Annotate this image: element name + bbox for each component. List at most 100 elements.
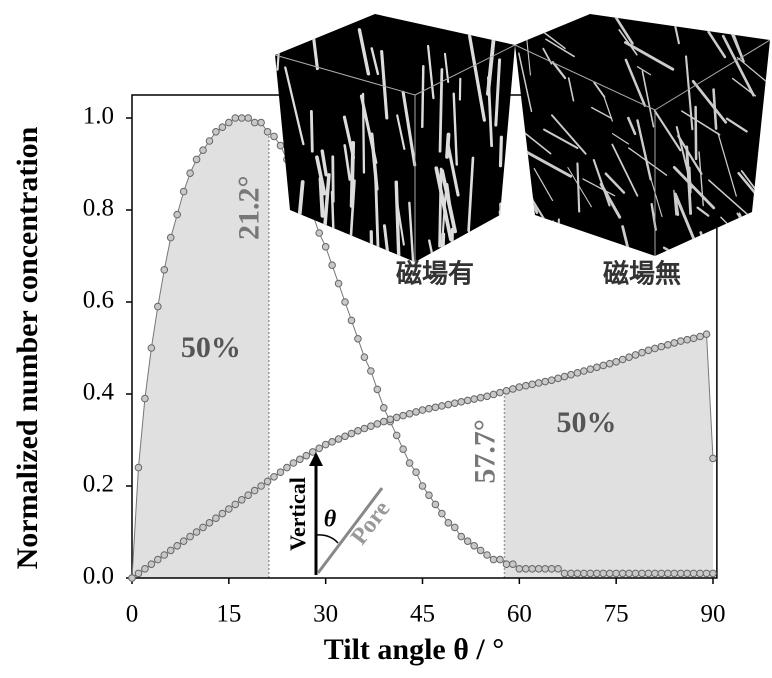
streak bbox=[714, 248, 727, 259]
data-point bbox=[529, 566, 536, 573]
data-point bbox=[574, 370, 581, 377]
data-point bbox=[497, 389, 504, 396]
streak bbox=[501, 212, 503, 241]
data-point bbox=[652, 345, 659, 352]
data-point bbox=[555, 566, 562, 573]
data-point bbox=[619, 570, 626, 577]
data-point bbox=[600, 570, 607, 577]
data-point bbox=[426, 492, 433, 499]
data-point bbox=[200, 524, 207, 531]
data-point bbox=[671, 570, 678, 577]
data-point bbox=[303, 452, 310, 459]
y-tick-label: 0.0 bbox=[83, 563, 114, 590]
data-point bbox=[477, 547, 484, 554]
data-point bbox=[632, 352, 639, 359]
data-point bbox=[471, 543, 478, 550]
data-point bbox=[161, 552, 168, 559]
data-point bbox=[251, 119, 258, 126]
data-point bbox=[561, 373, 568, 380]
streak bbox=[577, 230, 596, 293]
y-tick-label: 0.4 bbox=[83, 379, 115, 406]
data-point bbox=[167, 547, 174, 554]
data-point bbox=[335, 436, 342, 443]
data-point bbox=[348, 317, 355, 324]
streak bbox=[761, 249, 772, 258]
data-point bbox=[393, 414, 400, 421]
data-point bbox=[458, 533, 465, 540]
data-point bbox=[445, 520, 452, 527]
data-point bbox=[503, 387, 510, 394]
data-point bbox=[471, 396, 478, 403]
data-point bbox=[193, 156, 200, 163]
data-point bbox=[613, 570, 620, 577]
x-tick-label: 0 bbox=[126, 601, 139, 628]
data-point bbox=[439, 510, 446, 517]
data-point bbox=[690, 335, 697, 342]
data-point bbox=[174, 211, 181, 218]
data-point bbox=[232, 501, 239, 508]
streak bbox=[697, 255, 715, 317]
data-point bbox=[277, 469, 284, 476]
annotation: θ bbox=[324, 507, 337, 533]
data-point bbox=[587, 366, 594, 373]
data-point bbox=[574, 570, 581, 577]
data-point bbox=[464, 538, 471, 545]
data-point bbox=[542, 378, 549, 385]
data-point bbox=[413, 409, 420, 416]
data-point bbox=[594, 364, 601, 371]
streak bbox=[476, 239, 487, 323]
streak bbox=[748, 246, 754, 288]
streak bbox=[553, 221, 561, 275]
data-point bbox=[516, 566, 523, 573]
data-point bbox=[600, 362, 607, 369]
annotation: Vertical bbox=[285, 477, 310, 551]
data-point bbox=[639, 570, 646, 577]
data-point bbox=[374, 421, 381, 428]
streak bbox=[587, 259, 599, 268]
data-point bbox=[380, 405, 387, 412]
data-point bbox=[665, 341, 672, 348]
data-point bbox=[535, 566, 542, 573]
data-point bbox=[213, 129, 220, 136]
streak bbox=[739, 213, 749, 237]
data-point bbox=[464, 397, 471, 404]
data-point bbox=[626, 354, 633, 361]
data-point bbox=[329, 439, 336, 446]
data-point bbox=[439, 403, 446, 410]
data-point bbox=[316, 230, 323, 237]
data-point bbox=[226, 119, 233, 126]
shaded-area bbox=[504, 334, 713, 578]
data-point bbox=[529, 381, 536, 388]
pore-diagram: Vertical θ Pore bbox=[285, 452, 396, 575]
streak bbox=[737, 235, 760, 286]
data-point bbox=[710, 570, 717, 577]
data-point bbox=[677, 570, 684, 577]
x-tick-label: 45 bbox=[410, 601, 435, 628]
angle-arc bbox=[316, 535, 338, 543]
streak bbox=[485, 258, 499, 345]
data-point bbox=[516, 384, 523, 391]
chart: 21.2°50%57.7°50%01530456075900.00.20.40.… bbox=[0, 0, 772, 673]
streak bbox=[371, 232, 372, 291]
data-point bbox=[594, 570, 601, 577]
data-point bbox=[251, 487, 258, 494]
data-point bbox=[142, 395, 149, 402]
data-point bbox=[548, 377, 555, 384]
streak bbox=[524, 183, 531, 221]
data-point bbox=[355, 336, 362, 343]
data-point bbox=[703, 570, 710, 577]
data-point bbox=[148, 345, 155, 352]
data-point bbox=[652, 570, 659, 577]
boundary-label: 57.7° bbox=[468, 419, 501, 484]
inset-label: 磁場無 bbox=[603, 259, 681, 290]
data-point bbox=[174, 543, 181, 550]
data-point bbox=[129, 575, 136, 582]
streak bbox=[267, 12, 271, 61]
data-point bbox=[542, 566, 549, 573]
data-point bbox=[368, 368, 375, 375]
data-point bbox=[155, 556, 162, 563]
data-point bbox=[329, 262, 336, 269]
data-point bbox=[645, 570, 652, 577]
data-point bbox=[206, 520, 213, 527]
streak bbox=[558, 219, 559, 254]
